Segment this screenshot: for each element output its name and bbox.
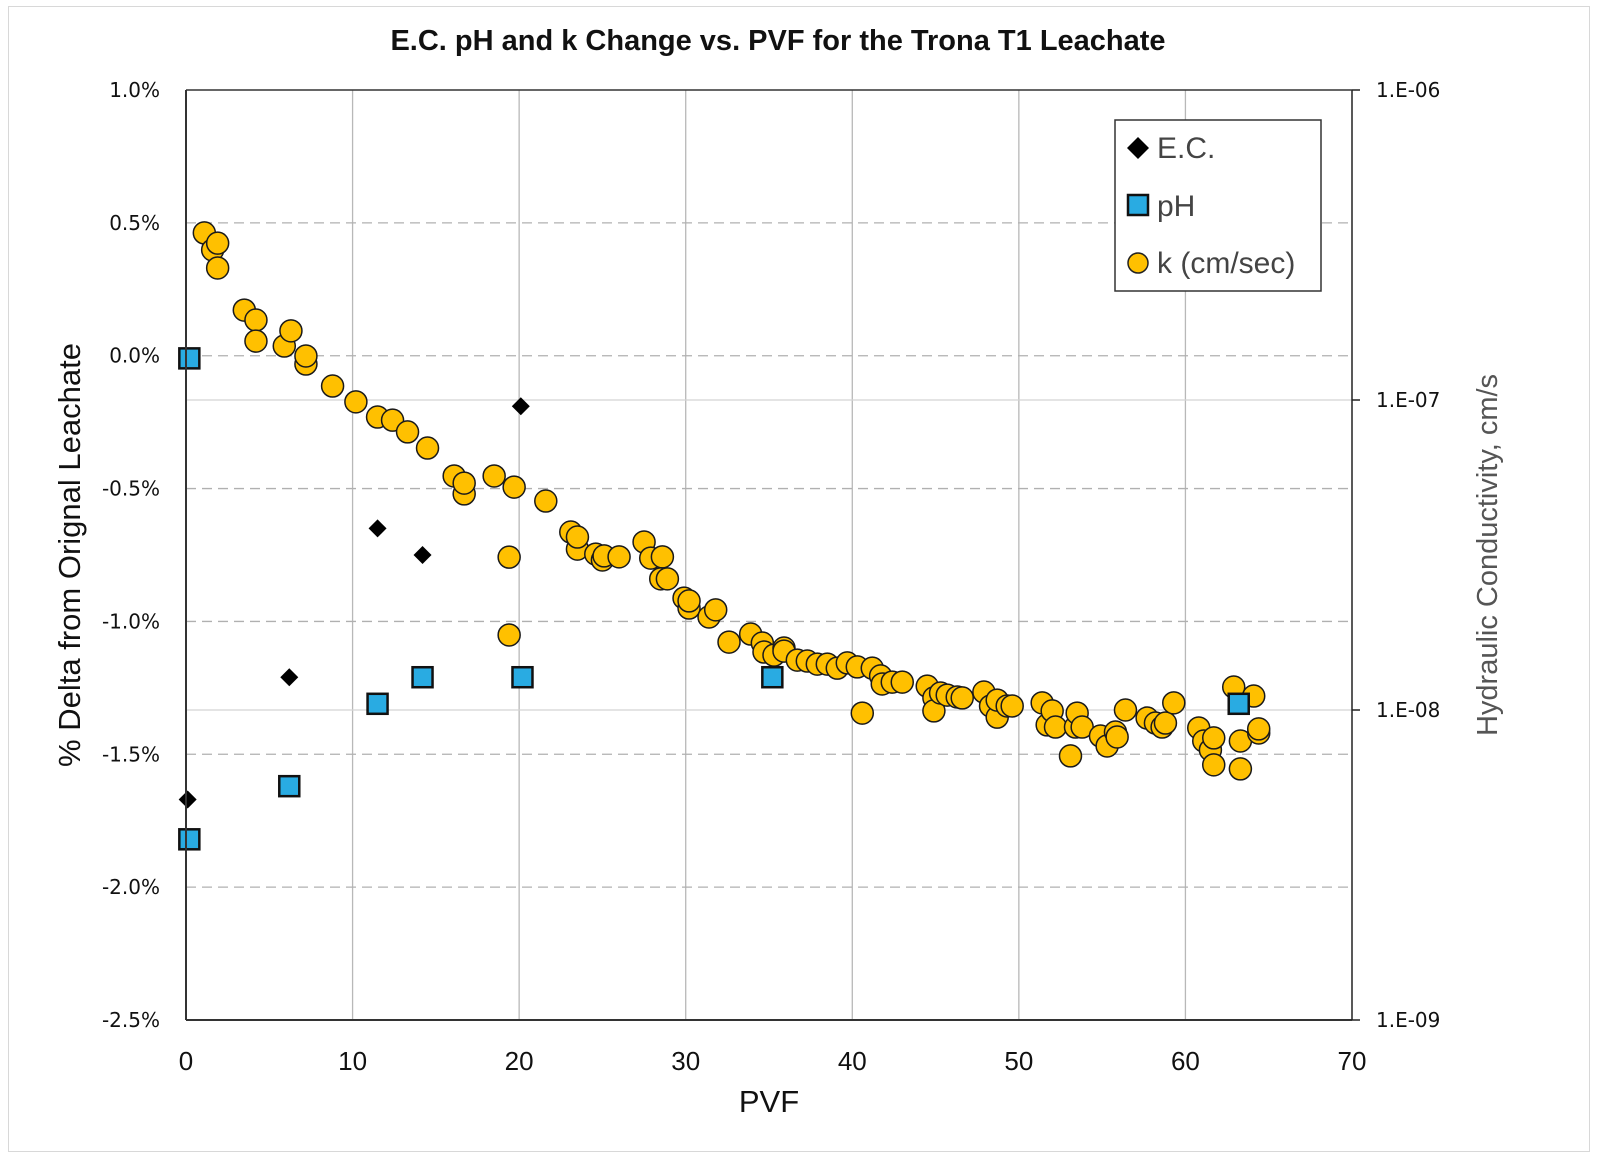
circle-icon: [1127, 252, 1149, 274]
k-point: [655, 567, 680, 591]
k-point: [1113, 698, 1138, 722]
y-tick-label: -1.0%: [102, 609, 160, 633]
k-point: [1153, 711, 1178, 735]
k-point: [344, 390, 368, 414]
k-point: [205, 231, 230, 255]
k-point: [1105, 725, 1129, 749]
y-tick-label: 0.0%: [109, 344, 160, 368]
x-tick-label: 0: [179, 1046, 193, 1076]
x-tick-label: 30: [671, 1046, 700, 1076]
ph-point: [178, 347, 201, 370]
k-point: [677, 589, 701, 613]
y-tick-label: -1.5%: [102, 742, 160, 766]
grid-lines: [186, 90, 1352, 1020]
y-tick-label: 1.0%: [109, 78, 160, 102]
ec-point: [368, 519, 387, 538]
y-tick-label: -2.0%: [102, 875, 160, 899]
diamond-icon: [1127, 137, 1149, 159]
k-point: [395, 420, 420, 444]
x-axis-label: PVF: [739, 1084, 799, 1119]
k-point: [650, 545, 675, 569]
k-point: [1058, 744, 1083, 768]
legend-box: [1114, 119, 1322, 292]
k-point: [534, 489, 558, 513]
x-tick-label: 10: [338, 1046, 367, 1076]
k-point: [1043, 715, 1068, 739]
legend: E.C. pH k (cm/sec): [1114, 119, 1322, 292]
x-tick-label: 20: [505, 1046, 534, 1076]
k-point: [1162, 691, 1186, 715]
k-point: [205, 256, 230, 280]
k-point: [890, 670, 915, 694]
k-point: [482, 464, 506, 488]
k-point: [1000, 694, 1024, 718]
chart-title: E.C. pH and k Change vs. PVF for the Tro…: [390, 25, 1165, 57]
k-point: [565, 525, 590, 549]
legend-item-ph: pH: [1126, 190, 1195, 223]
k-point: [497, 623, 521, 647]
k-point: [1201, 753, 1226, 777]
k-point: [703, 598, 728, 622]
k-point: [452, 471, 476, 495]
y-tick-label: -0.5%: [102, 477, 160, 501]
k-point: [1228, 757, 1253, 781]
data-marks: [178, 221, 1271, 851]
k-point: [850, 701, 875, 725]
ph-point: [761, 665, 784, 689]
x-tick-label: 50: [1004, 1046, 1033, 1076]
ph-point: [511, 665, 534, 689]
square-icon: [1126, 193, 1150, 217]
y2-tick-label: 1.E-09: [1376, 1008, 1440, 1032]
y-axis-label: % Delta from Orignal Leachate: [52, 343, 87, 767]
k-point: [244, 308, 268, 332]
k-point: [1246, 717, 1271, 741]
ph-point: [1227, 692, 1250, 716]
x-tick-label: 60: [1171, 1046, 1200, 1076]
legend-label-ec: E.C.: [1157, 132, 1215, 165]
k-point: [950, 686, 974, 710]
k-point: [502, 475, 526, 499]
legend-label-k: k (cm/sec): [1157, 247, 1295, 280]
y-tick-label: -2.5%: [102, 1008, 160, 1032]
ec-point: [413, 546, 432, 564]
y2-tick-label: 1.E-07: [1376, 388, 1440, 412]
ph-point: [278, 774, 301, 798]
legend-item-k: k (cm/sec): [1127, 247, 1295, 280]
k-point: [497, 545, 521, 569]
ec-point: [178, 790, 197, 809]
x-tick-label: 70: [1338, 1046, 1367, 1076]
y2-tick-label: 1.E-08: [1376, 698, 1440, 722]
k-point: [607, 545, 631, 569]
ph-point: [178, 828, 201, 851]
y2-axis-label: Hydraulic Conductivity, cm/s: [1472, 374, 1504, 736]
k-point: [320, 374, 345, 398]
k-point: [244, 329, 268, 353]
k-point: [1201, 726, 1226, 750]
legend-label-ph: pH: [1157, 190, 1195, 223]
k-point: [294, 344, 318, 368]
k-point: [279, 319, 303, 343]
k-point: [415, 436, 440, 460]
ec-point: [280, 668, 299, 687]
k-point: [717, 630, 741, 654]
y2-tick-label: 1.E-06: [1376, 78, 1440, 102]
ec-point: [511, 397, 530, 416]
ph-point: [411, 665, 434, 689]
y-tick-label: 0.5%: [109, 211, 160, 235]
legend-item-ec: E.C.: [1127, 132, 1215, 165]
chart-frame: [8, 6, 1590, 1152]
ph-point: [366, 692, 389, 716]
x-tick-label: 40: [838, 1046, 867, 1076]
axes: 0 10 20 30 40 50 60 70 1.0% 0.5% 0.0% -0.5% -1.0% -1.…: [102, 78, 1440, 1076]
